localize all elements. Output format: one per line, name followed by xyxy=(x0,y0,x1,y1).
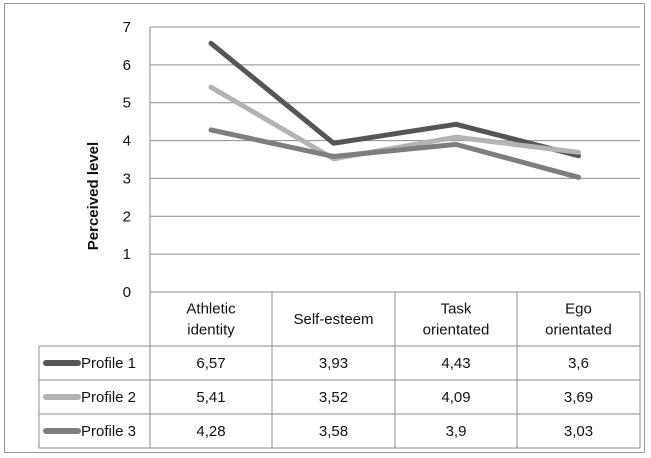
y-tick-label: 0 xyxy=(123,284,131,301)
data-table: Athletic identity Self-esteem Task orientate… xyxy=(38,291,641,449)
y-tick-label: 3 xyxy=(123,170,131,187)
data-value-label: 4,28 xyxy=(196,423,225,440)
data-value-label: 5,41 xyxy=(196,389,225,406)
category-label: Task xyxy=(441,301,472,318)
data-value-label: 4,09 xyxy=(441,389,470,406)
category-label: identity xyxy=(187,322,235,339)
data-value-label: 3,03 xyxy=(564,423,593,440)
y-axis-ticks: 0 1 2 3 4 5 6 7 xyxy=(123,19,131,301)
y-tick-label: 1 xyxy=(123,246,131,263)
data-value-label: 3,6 xyxy=(568,355,589,372)
legend-label: Profile 1 xyxy=(81,355,136,372)
data-value-label: 6,57 xyxy=(196,355,225,372)
category-label: orientated xyxy=(545,322,612,339)
y-tick-label: 7 xyxy=(123,19,131,36)
y-axis-label: Perceived level xyxy=(85,142,102,250)
data-value-label: 3,93 xyxy=(319,355,348,372)
category-label: orientated xyxy=(423,322,490,339)
series-lines xyxy=(208,40,581,180)
data-value-label: 4,43 xyxy=(441,355,470,372)
y-tick-label: 5 xyxy=(123,95,131,112)
legend-label: Profile 2 xyxy=(81,389,136,406)
category-label: Self-esteem xyxy=(293,311,373,328)
y-tick-label: 4 xyxy=(123,133,131,150)
grid-lines xyxy=(149,26,640,292)
data-value-label: 3,69 xyxy=(564,389,593,406)
y-tick-label: 6 xyxy=(123,57,131,74)
category-label: Athletic xyxy=(186,301,236,318)
data-value-label: 3,52 xyxy=(319,389,348,406)
y-tick-label: 2 xyxy=(123,208,131,225)
series-line-profile-1 xyxy=(208,40,581,159)
category-label: Ego xyxy=(565,301,592,318)
data-value-label: 3,58 xyxy=(319,423,348,440)
series-line-profile-3 xyxy=(208,127,581,180)
data-value-label: 3,9 xyxy=(446,423,467,440)
chart-frame xyxy=(4,3,645,453)
legend-label: Profile 3 xyxy=(81,423,136,440)
